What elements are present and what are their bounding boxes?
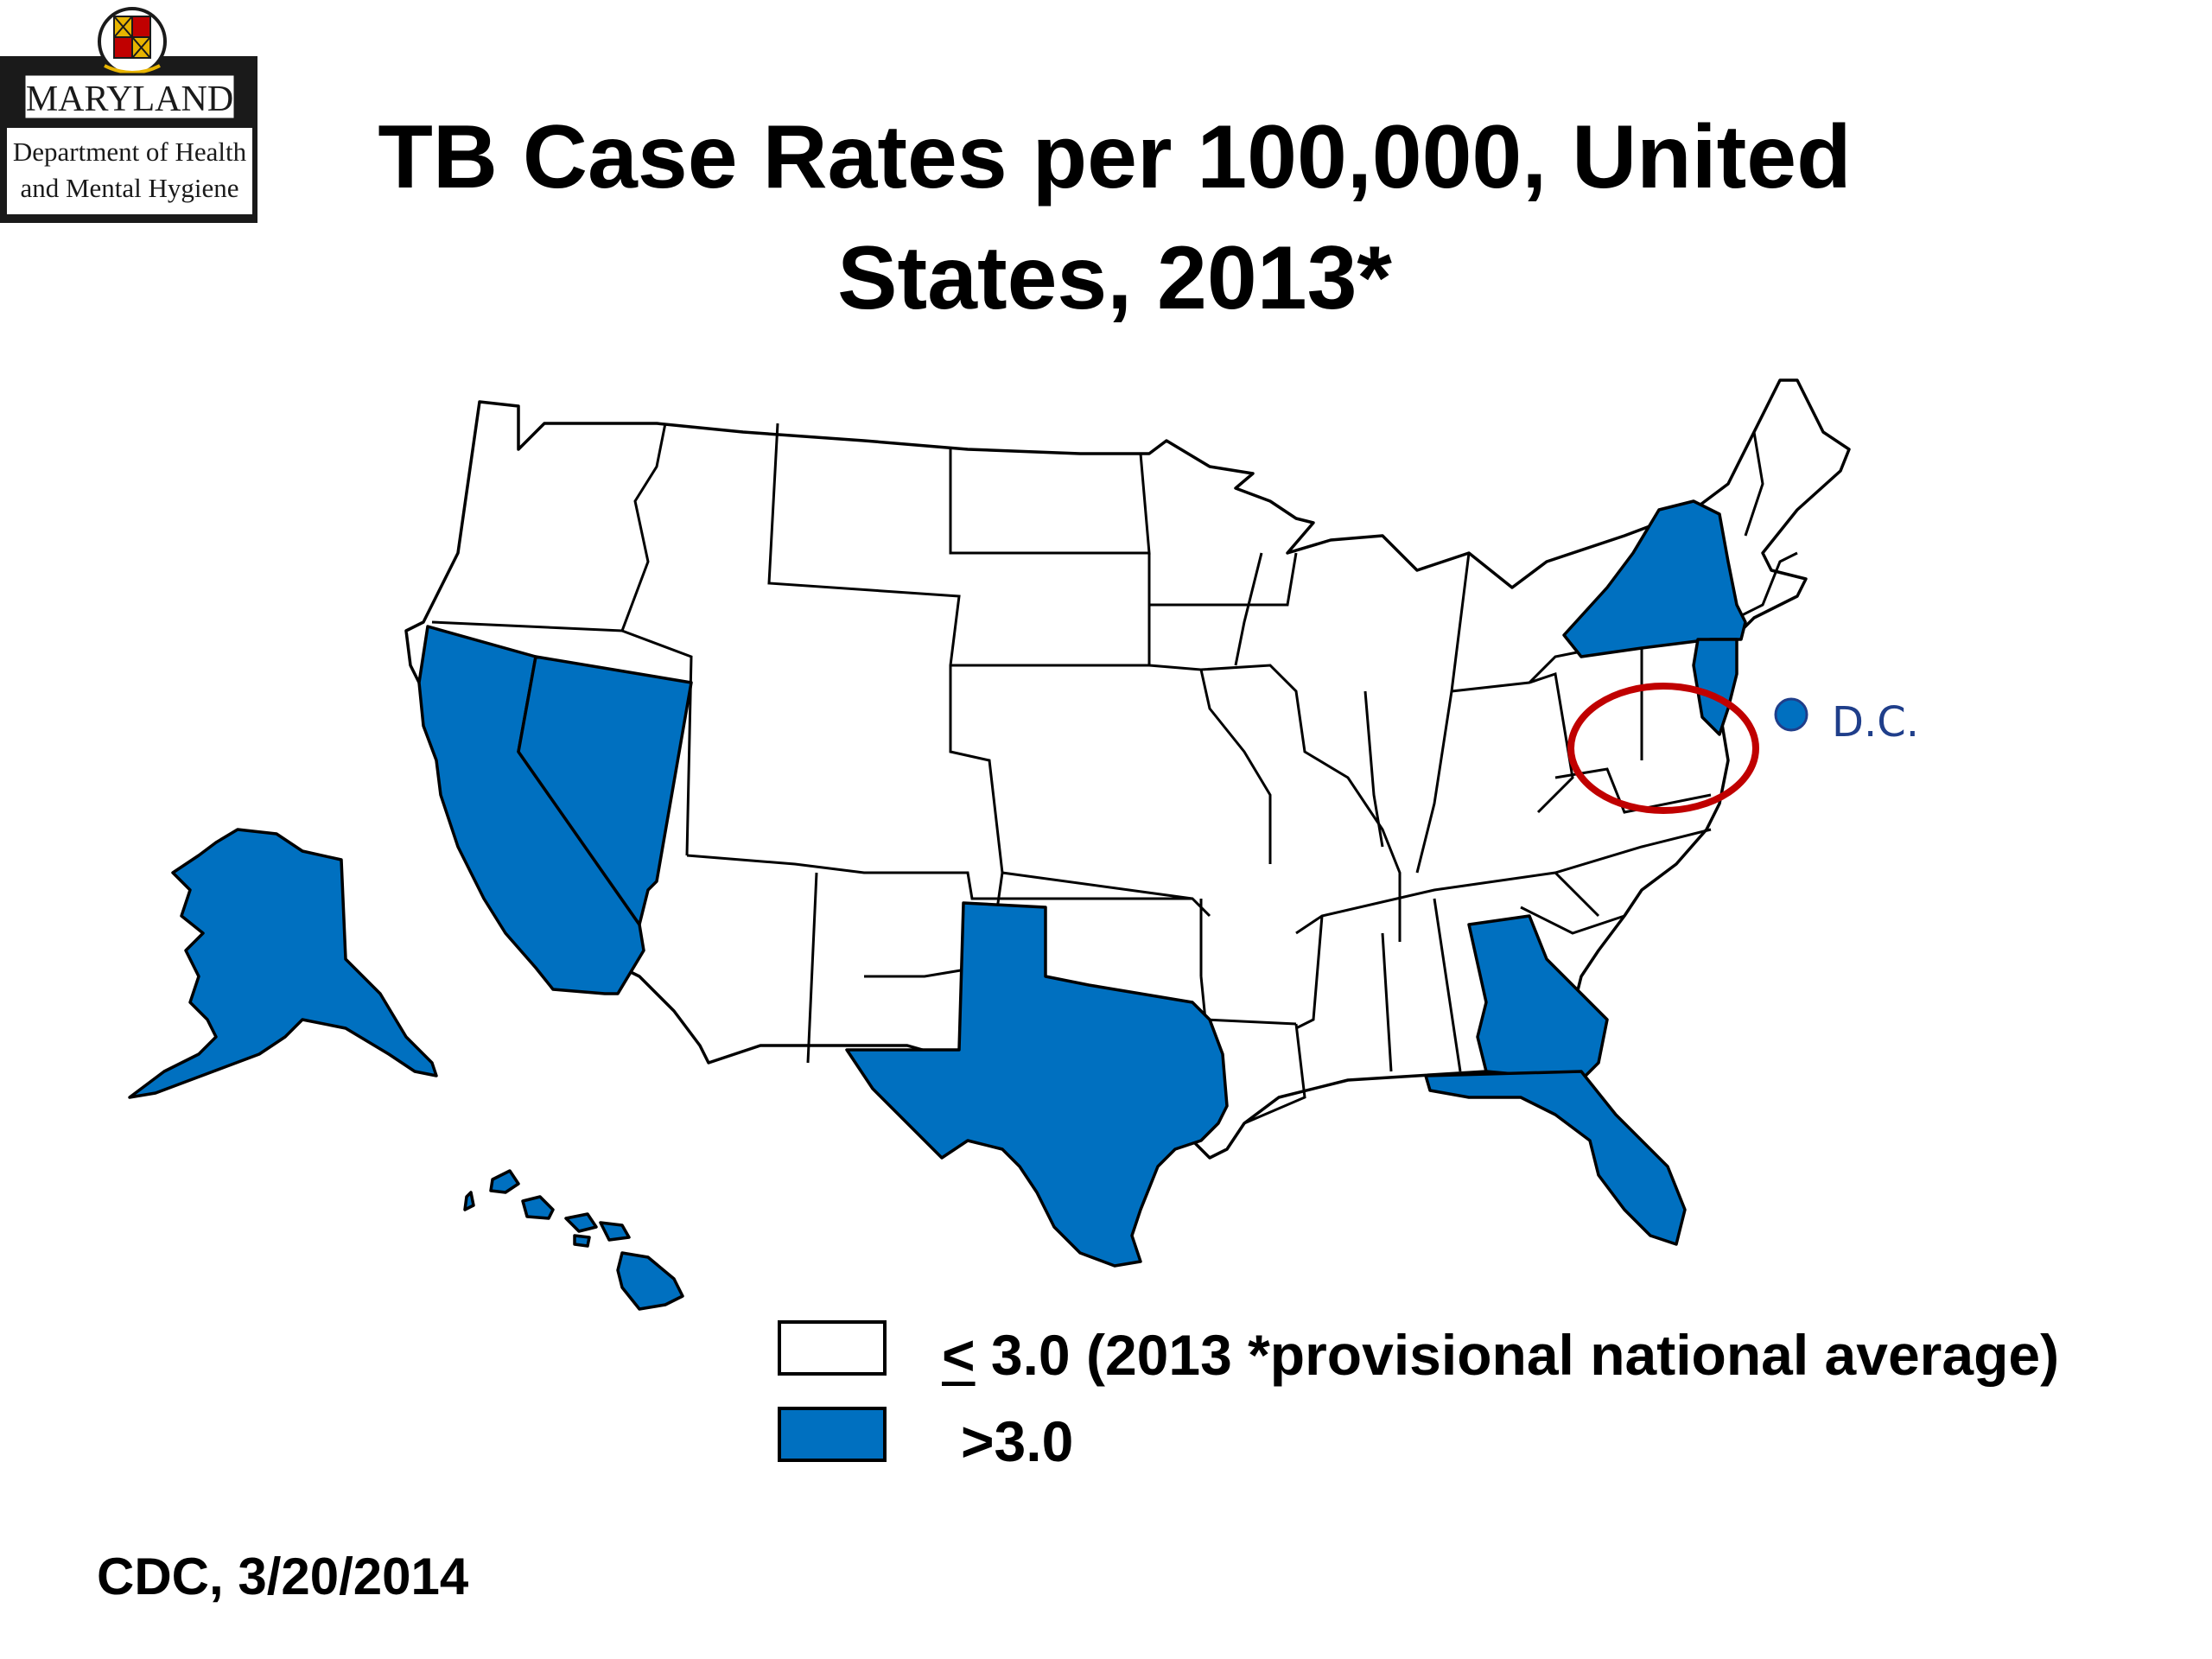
logo-dept-line1: Department of Health: [13, 137, 247, 167]
legend-label-high: >3.0: [961, 1409, 1074, 1473]
slide-title: TB Case Rates per 100,000, United States…: [259, 97, 1970, 339]
legend-swatch-high: [778, 1407, 887, 1462]
state-new-jersey: [1692, 638, 1738, 736]
state-alaska: [128, 828, 438, 1099]
state-florida: [1424, 1070, 1687, 1246]
maryland-seal-icon: [98, 7, 167, 76]
logo-dept-line2: and Mental Hygiene: [20, 173, 238, 203]
state-hawaii: [463, 1169, 684, 1311]
state-georgia: [1467, 914, 1609, 1082]
legend-low-text: 3.0 (2013 *provisional national average): [975, 1323, 2060, 1387]
maryland-highlight-ring: [1567, 683, 1759, 814]
maryland-dhmh-logo: MARYLAND Department of Health and Mental…: [0, 0, 259, 225]
legend-label-low: < 3.0 (2013 *provisional national averag…: [942, 1322, 2059, 1388]
state-nevada: [517, 655, 693, 926]
legend-swatch-low: [778, 1320, 887, 1376]
title-line-1: TB Case Rates per 100,000, United: [378, 107, 1852, 207]
source-citation: CDC, 3/20/2014: [97, 1548, 469, 1605]
legend-low-symbol: <: [942, 1323, 976, 1387]
dc-marker-icon: [1774, 697, 1808, 732]
title-line-2: States, 2013*: [837, 228, 1392, 328]
logo-state-name: MARYLAND: [26, 79, 233, 119]
state-new-york: [1562, 499, 1747, 658]
state-texas: [845, 901, 1229, 1268]
dc-label: D.C.: [1832, 698, 1919, 747]
